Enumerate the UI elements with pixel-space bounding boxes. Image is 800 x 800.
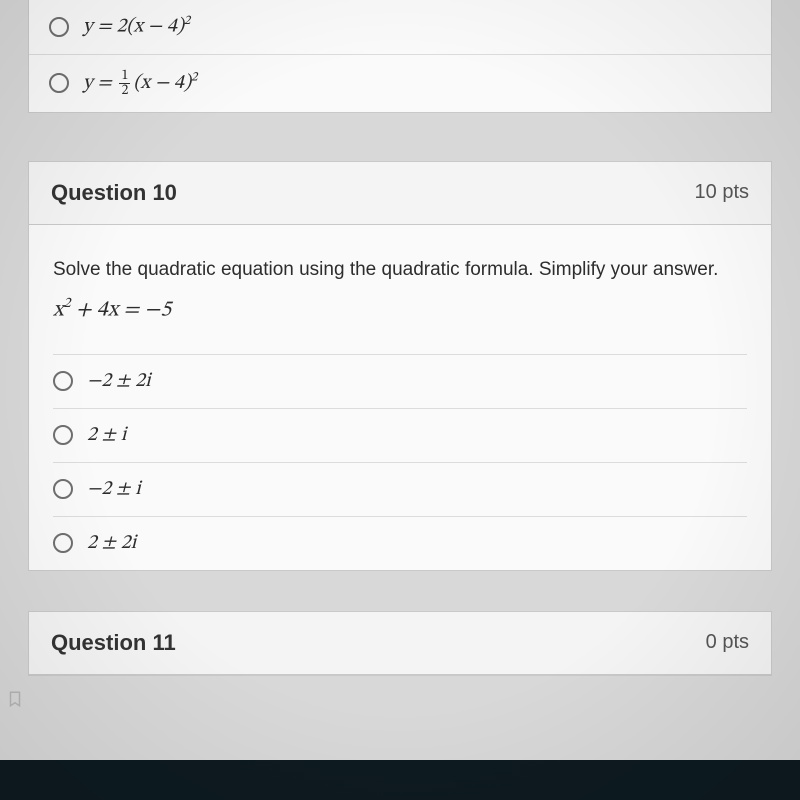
question-prompt: Solve the quadratic equation using the q…	[53, 259, 747, 281]
radio-icon	[53, 533, 73, 553]
option-label: y = 12(x − 4)2	[83, 69, 197, 98]
q9-option-4[interactable]: y = 12(x − 4)2	[29, 55, 771, 112]
question-points: 10 pts	[695, 181, 749, 204]
option-label: y = 2(x − 4)2	[83, 14, 190, 40]
q11-card: Question 11 0 pts	[28, 611, 772, 676]
option-label: 2 ± i	[87, 423, 126, 448]
question-equation: x2 + 4x = −5	[53, 295, 747, 324]
option-label: −2 ± i	[87, 477, 141, 502]
q10-body: Solve the quadratic equation using the q…	[29, 225, 771, 570]
option-label: 2 ± 2i	[87, 531, 136, 556]
question-title: Question 10	[51, 180, 177, 206]
q10-option-3[interactable]: −2 ± i	[53, 463, 747, 517]
taskbar	[0, 760, 800, 800]
q11-header: Question 11 0 pts	[29, 612, 771, 675]
radio-icon	[49, 17, 69, 37]
bookmark-icon[interactable]	[6, 688, 24, 710]
radio-icon	[53, 425, 73, 445]
q10-option-1[interactable]: −2 ± 2i	[53, 355, 747, 409]
radio-icon	[53, 371, 73, 391]
q10-options: −2 ± 2i 2 ± i −2 ± i 2 ± 2i	[53, 354, 747, 570]
question-points: 0 pts	[706, 631, 749, 654]
radio-icon	[49, 73, 69, 93]
option-label: −2 ± 2i	[87, 369, 151, 394]
q10-header: Question 10 10 pts	[29, 162, 771, 225]
question-title: Question 11	[51, 630, 176, 656]
q10-option-4[interactable]: 2 ± 2i	[53, 517, 747, 570]
q10-option-2[interactable]: 2 ± i	[53, 409, 747, 463]
q9-card-partial: y = 2(x − 4)2 y = 12(x − 4)2	[28, 0, 772, 113]
q10-card: Question 10 10 pts Solve the quadratic e…	[28, 161, 772, 571]
q9-option-3[interactable]: y = 2(x − 4)2	[29, 0, 771, 55]
radio-icon	[53, 479, 73, 499]
